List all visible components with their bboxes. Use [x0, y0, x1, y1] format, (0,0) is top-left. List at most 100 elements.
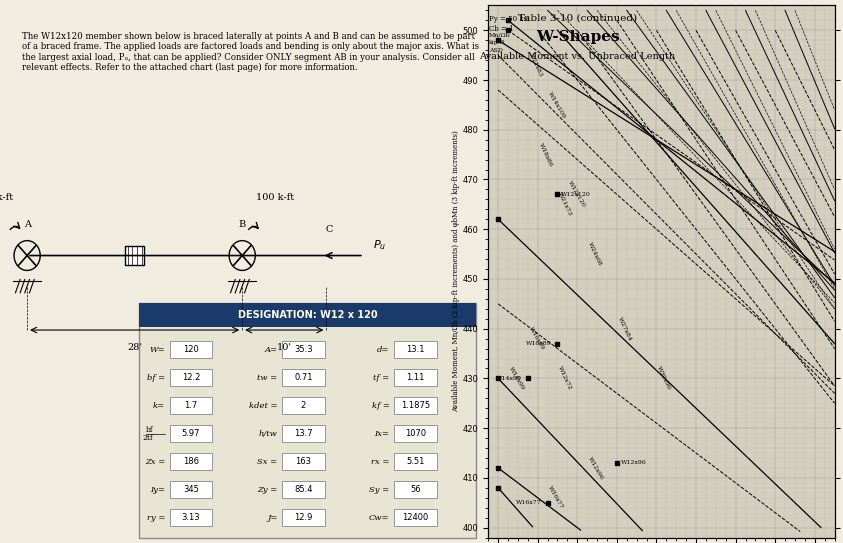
Text: 5.51: 5.51 — [406, 457, 425, 466]
FancyBboxPatch shape — [139, 304, 476, 538]
Text: 13.7: 13.7 — [294, 430, 313, 438]
Text: ry =: ry = — [147, 514, 165, 522]
Text: W16x89: W16x89 — [526, 341, 551, 346]
Text: Table 3-10 (continued): Table 3-10 (continued) — [518, 14, 637, 23]
Text: W12x120: W12x120 — [561, 192, 591, 197]
FancyBboxPatch shape — [395, 425, 437, 443]
Text: W12x72: W12x72 — [557, 365, 573, 391]
FancyBboxPatch shape — [395, 342, 437, 358]
FancyBboxPatch shape — [282, 453, 325, 470]
Text: DESIGNATION: W12 x 120: DESIGNATION: W12 x 120 — [238, 311, 378, 320]
Text: 5.97: 5.97 — [182, 430, 201, 438]
FancyBboxPatch shape — [395, 509, 437, 527]
Text: 163: 163 — [295, 457, 311, 466]
Text: W12x120: W12x120 — [567, 180, 587, 209]
Text: W16x77: W16x77 — [548, 485, 565, 510]
Text: W21x83: W21x83 — [528, 52, 543, 78]
Text: 1.11: 1.11 — [406, 374, 425, 382]
FancyBboxPatch shape — [395, 397, 437, 414]
Text: Cw=: Cw= — [369, 514, 389, 522]
Text: k=: k= — [153, 402, 165, 410]
Text: 85.4: 85.4 — [294, 485, 313, 495]
Text: W18x86: W18x86 — [538, 142, 553, 167]
FancyBboxPatch shape — [282, 342, 325, 358]
Text: The W12x120 member shown below is braced laterally at points A and B and can be : The W12x120 member shown below is braced… — [23, 32, 480, 72]
Text: W14x99: W14x99 — [508, 366, 525, 391]
Text: 12.9: 12.9 — [294, 514, 313, 522]
Text: 56: 56 — [411, 485, 421, 495]
Text: 0.71: 0.71 — [294, 374, 313, 382]
Text: 120: 120 — [183, 345, 199, 354]
Text: C: C — [325, 225, 332, 234]
FancyBboxPatch shape — [282, 482, 325, 498]
Y-axis label: Available Moment, Mn/Ωb (2 kip-ft increments) and φbMn (3 kip-ft increments): Available Moment, Mn/Ωb (2 kip-ft increm… — [452, 131, 459, 412]
Text: h/tw: h/tw — [259, 430, 277, 438]
Text: W21x73: W21x73 — [557, 192, 573, 217]
FancyBboxPatch shape — [282, 509, 325, 527]
Text: W-Shapes: W-Shapes — [535, 30, 620, 44]
Text: 1.1875: 1.1875 — [401, 401, 430, 411]
Text: 12.2: 12.2 — [182, 374, 201, 382]
Text: Zx =: Zx = — [145, 458, 165, 466]
Text: Zy =: Zy = — [257, 486, 277, 494]
Text: 2: 2 — [301, 401, 306, 411]
Text: W=: W= — [149, 346, 165, 354]
FancyBboxPatch shape — [169, 425, 212, 443]
Text: W12x96: W12x96 — [588, 456, 604, 481]
Text: Mn/Ωb: Mn/Ωb — [489, 33, 511, 38]
FancyBboxPatch shape — [395, 453, 437, 470]
FancyBboxPatch shape — [169, 397, 212, 414]
Text: bf: bf — [146, 426, 153, 434]
Text: 100 k-ft: 100 k-ft — [256, 193, 294, 203]
Text: W14x99: W14x99 — [496, 376, 522, 381]
FancyBboxPatch shape — [282, 425, 325, 443]
Text: $P_u$: $P_u$ — [373, 238, 386, 252]
Text: Available Moment vs. Unbraced Length: Available Moment vs. Unbraced Length — [480, 52, 675, 61]
Text: 2tf: 2tf — [142, 434, 153, 442]
Text: A: A — [24, 220, 30, 229]
FancyBboxPatch shape — [139, 304, 476, 327]
Text: W27x84: W27x84 — [617, 316, 632, 342]
Text: J=: J= — [267, 514, 277, 522]
FancyBboxPatch shape — [169, 453, 212, 470]
Text: Fy = 50 ksi: Fy = 50 ksi — [489, 15, 529, 23]
Text: 345: 345 — [183, 485, 199, 495]
FancyBboxPatch shape — [169, 509, 212, 527]
Text: Iy=: Iy= — [150, 486, 165, 494]
Text: A=: A= — [265, 346, 277, 354]
Text: kip-ft: kip-ft — [489, 40, 506, 45]
Text: 28': 28' — [127, 343, 142, 352]
Text: tf =: tf = — [373, 374, 389, 382]
Text: Sy =: Sy = — [369, 486, 389, 494]
Text: 1070: 1070 — [405, 430, 426, 438]
FancyBboxPatch shape — [169, 369, 212, 386]
Text: Cb = 1: Cb = 1 — [489, 26, 514, 33]
Text: W24x68: W24x68 — [588, 241, 603, 267]
Text: 12400: 12400 — [402, 514, 428, 522]
FancyBboxPatch shape — [169, 482, 212, 498]
Text: 10': 10' — [277, 343, 292, 352]
FancyBboxPatch shape — [169, 342, 212, 358]
FancyBboxPatch shape — [395, 369, 437, 386]
Text: W12x96: W12x96 — [620, 460, 647, 465]
Text: 1.7: 1.7 — [185, 401, 198, 411]
Text: tw =: tw = — [257, 374, 277, 382]
Text: ASD: ASD — [489, 48, 503, 53]
Text: 3.13: 3.13 — [182, 514, 201, 522]
Text: bf =: bf = — [147, 374, 165, 382]
Text: Sx =: Sx = — [257, 458, 277, 466]
Text: kdet =: kdet = — [249, 402, 277, 410]
Text: W14x109: W14x109 — [548, 91, 567, 119]
Text: W16x89: W16x89 — [528, 326, 545, 351]
Text: 186: 186 — [183, 457, 199, 466]
Text: 13.1: 13.1 — [406, 345, 425, 354]
FancyBboxPatch shape — [282, 397, 325, 414]
Text: 100 k-ft: 100 k-ft — [0, 193, 13, 203]
Text: B: B — [239, 220, 246, 229]
Text: W16x77: W16x77 — [516, 500, 542, 505]
Text: d=: d= — [377, 346, 389, 354]
Text: Ix=: Ix= — [374, 430, 389, 438]
FancyBboxPatch shape — [282, 369, 325, 386]
Text: rx =: rx = — [371, 458, 389, 466]
FancyBboxPatch shape — [395, 482, 437, 498]
